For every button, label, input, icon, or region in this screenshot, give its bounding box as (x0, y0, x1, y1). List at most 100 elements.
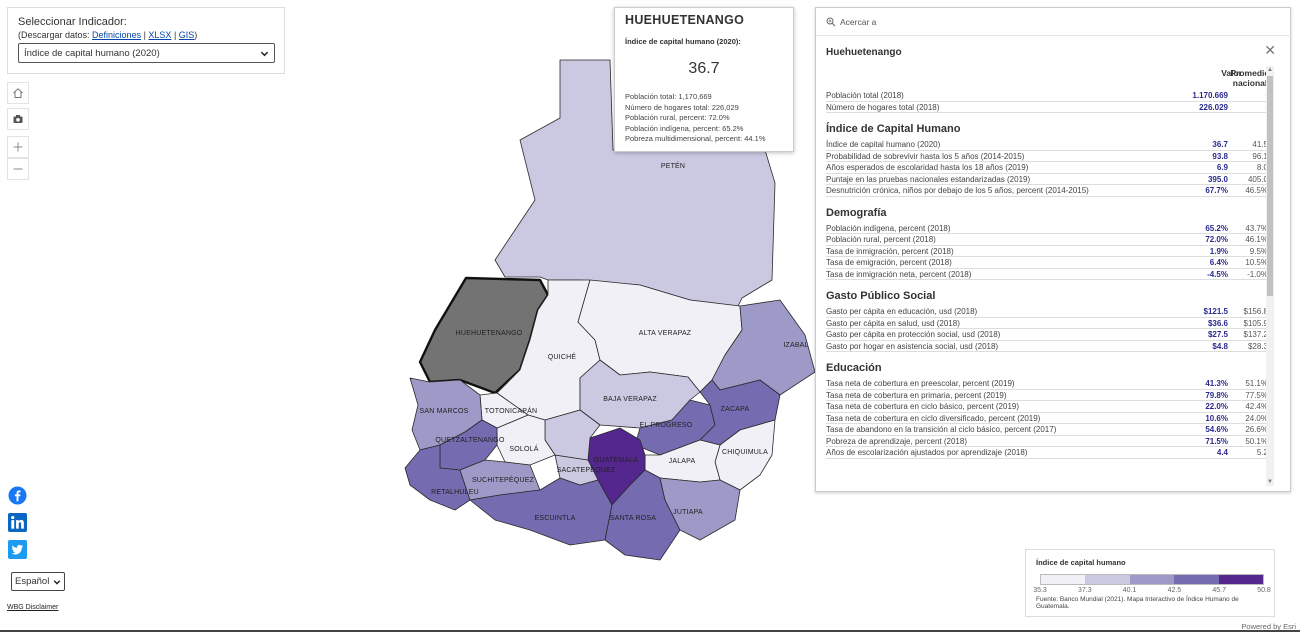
row-label: Tasa neta de cobertura en primaria, perc… (826, 390, 1007, 400)
row-national-avg: 8.0 (1256, 163, 1268, 172)
info-stat: Pobreza multidimensional, percent: 44.1% (625, 134, 766, 143)
row-label: Gasto per cápita en protección social, u… (826, 330, 1001, 339)
row-value: 65.2% (1205, 223, 1228, 233)
row-value: 10.6% (1205, 413, 1228, 423)
scroll-down-icon[interactable]: ▼ (1267, 479, 1273, 485)
row-national-avg: $156.8 (1243, 307, 1268, 316)
xlsx-link[interactable]: XLSX (148, 30, 172, 40)
row-value: 1.9% (1209, 246, 1228, 256)
disclaimer-link[interactable]: WBG Disclaimer (7, 604, 59, 611)
map-label: BAJA VERAPAZ (603, 396, 657, 403)
indicator-select[interactable]: Índice de capital humano (2020) (18, 43, 275, 63)
scroll-up-icon[interactable]: ▲ (1267, 67, 1273, 73)
info-stat: Población indígena, percent: 65.2% (625, 123, 744, 133)
row-value: -4.5% (1207, 269, 1228, 279)
zoom-to-button[interactable]: Acercar a (816, 8, 1292, 36)
indicator-selected: Índice de capital humano (2020) (24, 47, 160, 59)
dept-jutiapa[interactable] (659, 477, 741, 541)
row-label: Tasa de inmigración neta, percent (2018) (826, 269, 972, 279)
row-value: $27.5 (1207, 330, 1228, 339)
map-label: TOTONICAPÁN (485, 406, 538, 415)
map-label: SANTA ROSA (610, 515, 656, 522)
download-suffix: ) (194, 30, 198, 40)
download-links: (Descargar datos: Definiciones | XLSX | … (18, 30, 198, 40)
legend-tick: 37.3 (1077, 587, 1092, 594)
language-selected: Español (15, 576, 50, 587)
legend-swatch (1174, 575, 1219, 584)
row-value: 4.4 (1216, 448, 1228, 457)
row-national-avg: $137.2 (1243, 330, 1268, 339)
search-icon (826, 17, 836, 26)
row-national-avg: $28.3 (1247, 341, 1268, 351)
row-label: Tasa neta de cobertura en ciclo diversif… (826, 413, 1041, 423)
table-row: Población indígena, percent (2018) 65.2% 4… (826, 223, 1270, 234)
info-card-stats: Población total: 1,170,669 Número de hog… (625, 92, 783, 145)
row-label: Probabilidad de sobrevivir hasta los 5 a… (826, 151, 1025, 161)
screenshot-button[interactable] (7, 108, 29, 130)
facebook-icon[interactable] (8, 486, 27, 505)
row-label: Índice de capital humano (2020) (826, 140, 941, 149)
table-row: Gasto per cápita en educación, usd (2018… (826, 306, 1270, 318)
home-button[interactable] (7, 82, 29, 104)
table-row: Gasto per cápita en salud, usd (2018) $36… (826, 318, 1270, 329)
scrollbar-thumb[interactable] (1267, 76, 1273, 296)
row-national-avg: -1.0% (1247, 269, 1268, 279)
row-label: Tasa neta de cobertura en preescolar, pe… (826, 379, 1015, 388)
row-national-avg: 77.5% (1245, 390, 1268, 400)
row-value: 36.7 (1212, 140, 1228, 149)
row-label: Población rural, percent (2018) (826, 235, 936, 244)
row-label: Gasto por hogar en asistencia social, us… (826, 341, 999, 351)
table-row: Probabilidad de sobrevivir hasta los 5 a… (826, 151, 1270, 162)
row-value: $36.6 (1207, 318, 1228, 328)
zoom-in-button[interactable] (7, 136, 29, 158)
legend-swatch (1085, 575, 1130, 584)
row-value: 67.7% (1205, 186, 1228, 195)
indicator-label: Seleccionar Indicador: (18, 16, 127, 28)
table-row: Tasa neta de cobertura en ciclo básico, … (826, 401, 1270, 413)
row-national-avg: 96.1 (1252, 151, 1268, 161)
table-row: Gasto por hogar en asistencia social, us… (826, 341, 1270, 352)
table-row: Tasa de inmigración neta, percent (2018)… (826, 269, 1270, 280)
table-row: Población total (2018)1.170.669- (826, 90, 1270, 102)
map-label: ESCUINTLA (534, 515, 575, 522)
close-icon[interactable]: ✕ (1264, 42, 1276, 58)
row-value: 79.8% (1205, 390, 1228, 400)
dept-solola[interactable] (496, 414, 556, 466)
info-card: HUEHUETENANGO Índice de capital humano (… (614, 7, 794, 152)
detail-scrollbar[interactable]: ▲ ▼ (1266, 66, 1274, 486)
row-value: 54.6% (1205, 425, 1228, 434)
powered-by-esri[interactable]: Powered by Esri (1241, 622, 1296, 631)
map-label: IZABAL (783, 342, 808, 349)
language-select[interactable]: Español (11, 572, 65, 591)
map-label: RETALHULEU (431, 489, 479, 496)
zoom-out-button[interactable] (7, 158, 29, 180)
row-national-avg: 26.6% (1245, 425, 1268, 434)
download-prefix: (Descargar datos: (18, 30, 90, 40)
map-label: SACATEPÉQUEZ (557, 465, 616, 474)
definiciones-link[interactable]: Definiciones (92, 30, 142, 40)
map-label: ALTA VERAPAZ (639, 330, 692, 337)
section-title: Gasto Público Social (826, 290, 936, 302)
map-label: SOLOLÁ (509, 444, 538, 453)
dept-huehuetenango[interactable] (418, 276, 550, 395)
legend-title: Índice de capital humano (1036, 558, 1126, 567)
dept-escuintla[interactable] (469, 477, 613, 546)
table-row: Tasa de inmigración, percent (2018) 1.9% 9… (826, 246, 1270, 257)
detail-title: Huehuetenango (826, 47, 902, 58)
twitter-icon[interactable] (8, 540, 27, 559)
linkedin-icon[interactable] (8, 513, 27, 532)
detail-table[interactable]: Valor Promedio nacional Población total (2… (826, 66, 1270, 486)
gis-link[interactable]: GIS (178, 30, 195, 40)
info-card-value: 36.7 (688, 60, 720, 77)
row-value: 22.0% (1205, 402, 1228, 411)
camera-icon (13, 115, 23, 123)
legend-tick: 35.3 (1033, 587, 1047, 594)
table-row: Años de escolarización ajustados por apr… (826, 447, 1270, 459)
table-row: Años esperados de escolaridad hasta los … (826, 162, 1270, 174)
row-value: 71.5% (1205, 436, 1228, 446)
table-row: Tasa neta de cobertura en primaria, perc… (826, 390, 1270, 401)
table-row: Tasa neta de cobertura en preescolar, pe… (826, 378, 1270, 390)
legend-tick: 50.8 (1257, 587, 1271, 594)
